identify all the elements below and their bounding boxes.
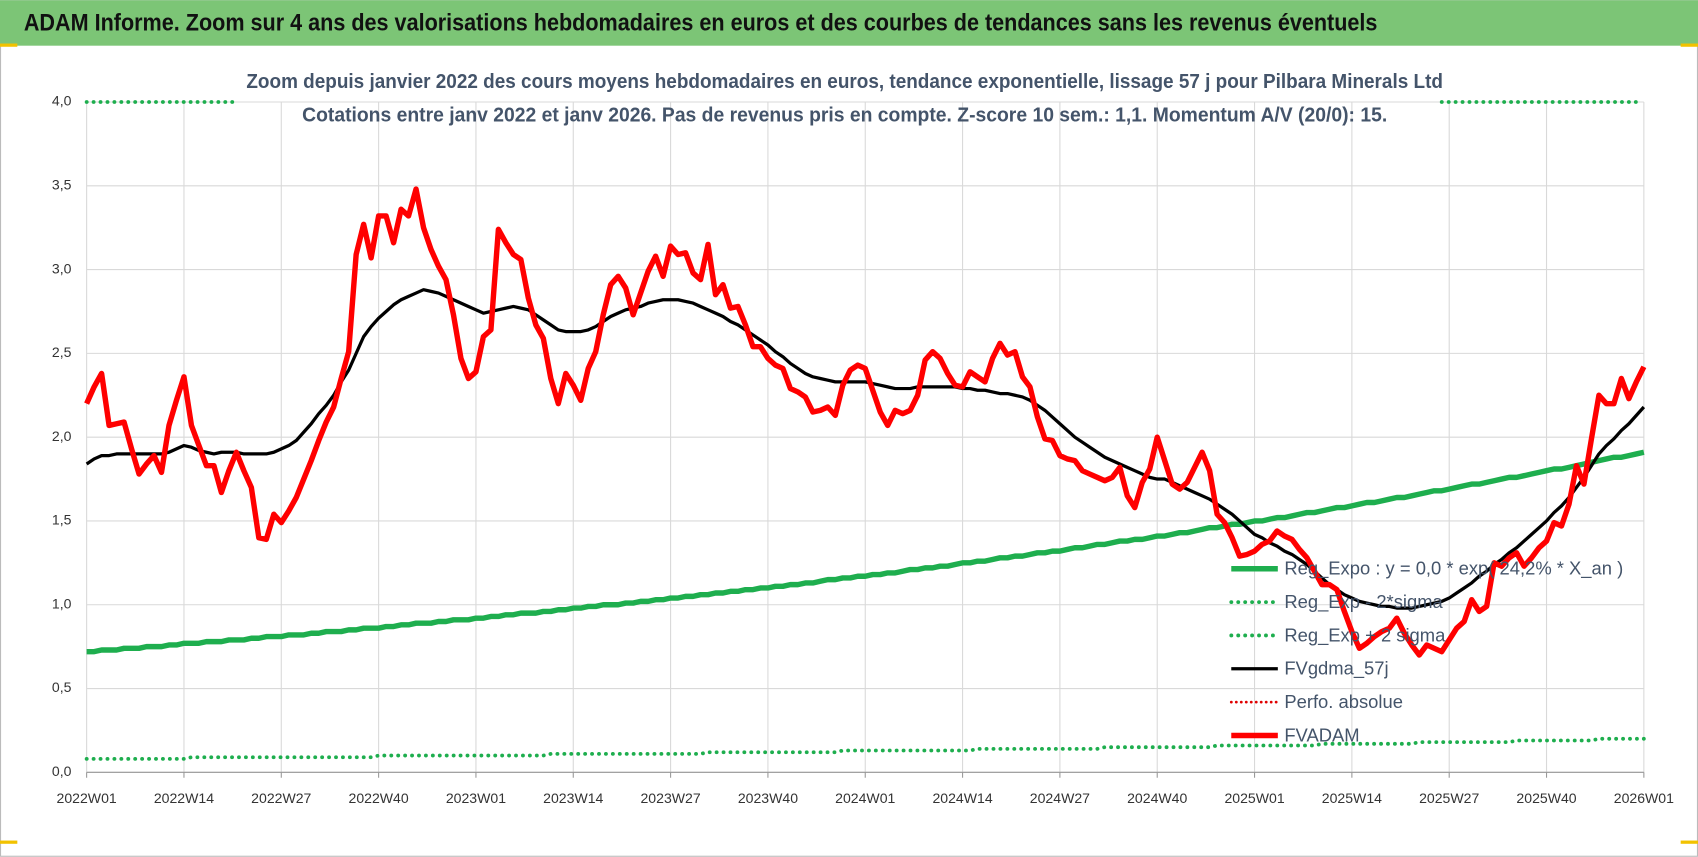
corner-accent [1680, 840, 1698, 844]
y-tick-label: 2,5 [52, 344, 72, 360]
y-tick-label: 2,0 [52, 428, 72, 444]
y-tick-label: 3,5 [52, 177, 72, 193]
legend-label: FVADAM [1284, 724, 1359, 745]
x-tick-label: 2023W01 [446, 790, 506, 806]
chart-subtitle: Cotations entre janv 2022 et janv 2026. … [302, 104, 1387, 127]
header-bar [0, 0, 1698, 46]
legend-label: Perfo. absolue [1284, 691, 1403, 712]
x-tick-label: 2025W14 [1322, 790, 1382, 806]
corner-accent [0, 43, 18, 47]
y-tick-label: 0,0 [52, 763, 72, 779]
chart-title: Zoom depuis janvier 2022 des cours moyen… [246, 70, 1443, 93]
legend-label: Reg_Exp + 2 sigma [1284, 624, 1446, 646]
series-line [86, 449, 1645, 655]
x-tick-label: 2025W27 [1419, 790, 1479, 806]
legend-label: FVgdma_57j [1284, 658, 1388, 680]
series-line [84, 186, 1647, 658]
x-tick-label: 2024W01 [835, 790, 895, 806]
legend-label: Reg_Expo : y = 0,0 * exp( 24,2% * X_an ) [1284, 558, 1623, 580]
x-tick-label: 2024W14 [932, 790, 992, 806]
y-tick-label: 1,0 [52, 595, 72, 611]
x-tick-label: 2025W01 [1224, 790, 1284, 806]
series-line [85, 288, 1646, 610]
x-tick-label: 2022W27 [251, 790, 311, 806]
x-tick-label: 2024W40 [1127, 790, 1187, 806]
x-tick-label: 2026W01 [1614, 790, 1674, 806]
y-tick-label: 1,5 [52, 512, 72, 528]
x-tick-label: 2023W27 [640, 790, 700, 806]
y-tick-label: 3,0 [52, 260, 72, 276]
header-title: ADAM Informe. Zoom sur 4 ans des valoris… [24, 9, 1378, 36]
corner-accent [1680, 43, 1698, 47]
x-tick-label: 2023W40 [738, 790, 798, 806]
legend-label: Reg_Exp - 2*sigma [1284, 591, 1443, 613]
x-tick-label: 2023W14 [543, 790, 603, 806]
x-tick-label: 2024W27 [1030, 790, 1090, 806]
x-tick-label: 2022W14 [154, 790, 214, 806]
x-tick-label: 2022W01 [57, 790, 117, 806]
y-tick-label: 0,5 [52, 679, 72, 695]
x-tick-label: 2022W40 [349, 790, 409, 806]
x-tick-label: 2025W40 [1516, 790, 1576, 806]
corner-accent [0, 840, 18, 844]
plot-area: 0,0 0,5 1,0 1,5 2,0 2,5 3,0 3,5 4,0 2022W01 2022W1… [52, 93, 1674, 806]
y-tick-label: 4,0 [52, 93, 72, 109]
